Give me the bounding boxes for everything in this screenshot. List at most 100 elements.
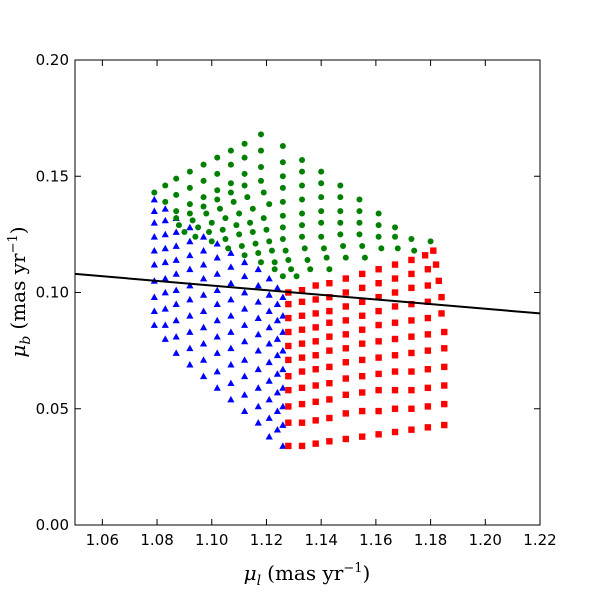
triangle-point	[265, 414, 273, 421]
square-point	[424, 298, 432, 305]
square-point	[391, 386, 399, 394]
square-point	[285, 419, 292, 426]
circle-point	[200, 161, 207, 168]
square-point	[342, 410, 349, 417]
circle-point	[186, 201, 193, 208]
square-point	[435, 277, 442, 285]
circle-point	[227, 189, 234, 196]
circle-point	[304, 256, 311, 263]
triangle-point	[199, 233, 208, 240]
circle-point	[173, 208, 180, 215]
x-tick-label: 1.08	[140, 531, 173, 549]
square-point	[391, 405, 399, 412]
square-point	[375, 370, 382, 378]
square-point	[298, 286, 306, 294]
triangle-point	[161, 216, 169, 224]
square-point	[285, 356, 292, 364]
circle-point	[279, 198, 286, 205]
square-point	[298, 419, 306, 426]
data-marks	[150, 131, 448, 450]
square-point	[438, 293, 445, 301]
square-point	[298, 442, 306, 450]
triangle-point	[213, 333, 221, 340]
circle-point	[392, 233, 399, 240]
triangle-point	[172, 316, 180, 324]
square-point	[285, 300, 292, 308]
triangle-point	[279, 312, 287, 319]
triangle-point	[150, 233, 158, 240]
triangle-point	[172, 349, 180, 356]
triangle-point	[254, 402, 262, 410]
circle-point	[288, 266, 295, 273]
triangle-point	[265, 274, 273, 282]
square-point	[408, 405, 415, 412]
square-point	[326, 280, 333, 287]
reference-line	[75, 272, 540, 315]
circle-point	[271, 259, 278, 266]
triangle-point	[273, 284, 282, 291]
triangle-point	[273, 388, 282, 396]
square-point	[375, 338, 382, 345]
square-point	[298, 354, 306, 361]
y-axis-label-close: )	[6, 226, 30, 234]
circle-point	[361, 254, 368, 261]
square-point	[298, 368, 306, 375]
circle-point	[195, 224, 202, 231]
square-point	[375, 386, 382, 394]
square-point	[441, 400, 448, 408]
triangle-point	[199, 274, 208, 282]
circle-point	[318, 194, 325, 201]
triangle-point	[161, 258, 169, 266]
square-point	[285, 442, 292, 450]
square-point	[326, 379, 333, 387]
triangle-point	[240, 321, 249, 328]
circle-point	[225, 245, 232, 252]
circle-point	[258, 259, 264, 266]
triangle-point	[265, 433, 273, 440]
square-point	[359, 389, 366, 396]
circle-point	[282, 247, 289, 254]
circle-point	[175, 222, 182, 229]
square-point	[359, 270, 366, 278]
triangle-point	[265, 340, 273, 347]
triangle-point	[150, 195, 158, 203]
square-point	[391, 303, 399, 310]
circle-point	[255, 249, 262, 256]
square-point	[326, 333, 333, 340]
triangle-point	[150, 293, 158, 301]
square-point	[408, 256, 415, 264]
circle-point	[299, 182, 306, 189]
triangle-point	[279, 347, 287, 354]
square-point	[391, 319, 399, 326]
triangle-point	[213, 367, 221, 375]
circle-point	[323, 254, 330, 261]
y-tick-label: 0.20	[36, 51, 69, 69]
circle-point	[249, 229, 256, 236]
square-point	[424, 282, 432, 289]
square-point	[312, 310, 319, 317]
triangle-point	[213, 240, 221, 247]
circle-point	[227, 147, 234, 154]
triangle-point	[172, 270, 180, 277]
x-tick-label: 1.12	[250, 531, 283, 549]
triangle-point	[186, 312, 194, 319]
circle-point	[200, 203, 207, 210]
y-tick-label: 0.00	[36, 516, 69, 534]
circle-point	[258, 147, 264, 154]
circle-point	[337, 194, 344, 201]
circle-point	[299, 156, 306, 163]
triangle-point	[254, 384, 262, 391]
triangle-point	[227, 379, 235, 387]
square-point	[326, 347, 333, 354]
square-point	[359, 284, 366, 292]
square-point	[408, 317, 415, 324]
circle-point	[356, 196, 363, 203]
triangle-point	[273, 351, 282, 359]
square-point	[441, 345, 448, 352]
triangle-point	[199, 291, 208, 298]
circle-point	[337, 182, 344, 189]
square-point	[342, 303, 349, 310]
circle-point	[214, 196, 221, 203]
square-point	[312, 382, 319, 389]
circle-point	[356, 208, 363, 215]
